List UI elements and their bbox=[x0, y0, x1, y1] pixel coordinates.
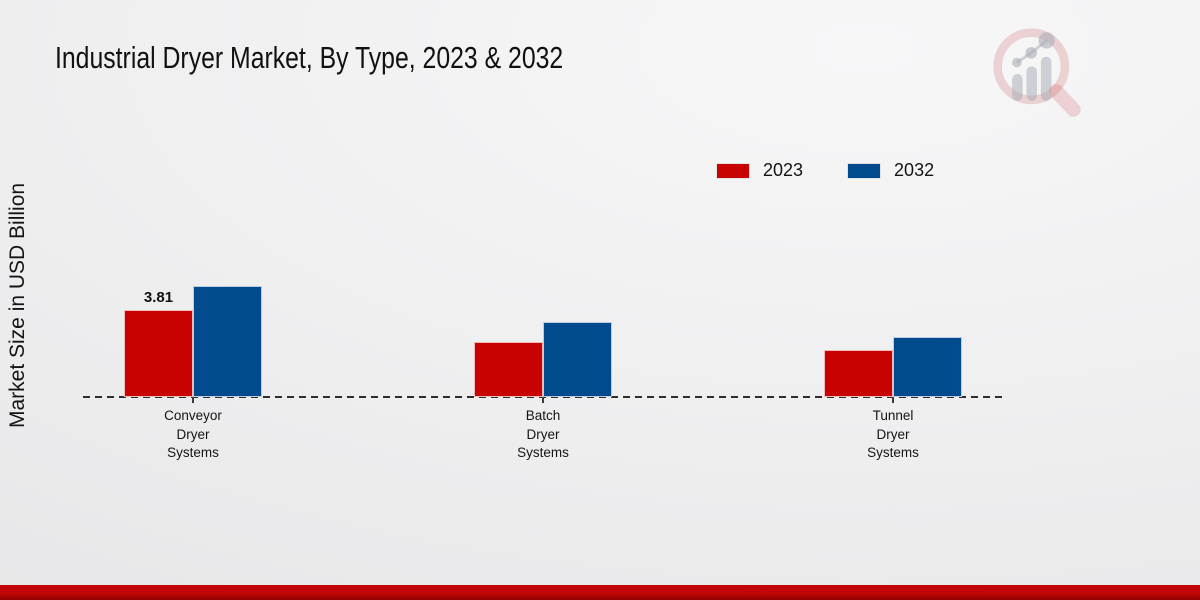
x-axis-label-conveyor-dryer-systems: Conveyor Dryer Systems bbox=[164, 408, 222, 460]
x-axis-tick-conveyor-dryer-systems bbox=[192, 397, 194, 403]
footer-accent-band bbox=[0, 585, 1200, 600]
chart-title: Industrial Dryer Market, By Type, 2023 &… bbox=[55, 40, 564, 75]
bar-value-label-2023: 3.81 bbox=[143, 289, 174, 306]
magnifier-bar-chart-watermark-icon bbox=[993, 28, 1081, 117]
legend: 2023 2032 bbox=[716, 160, 934, 181]
x-axis-label-tunnel-dryer-systems: Tunnel Dryer Systems bbox=[867, 408, 919, 460]
legend-label-2032: 2032 bbox=[894, 160, 935, 180]
bar-2032-conveyor-dryer-systems bbox=[193, 286, 262, 397]
legend-item-2023: 2023 bbox=[716, 160, 803, 181]
x-axis-tick-batch-dryer-systems bbox=[542, 397, 544, 403]
bar-2032-batch-dryer-systems bbox=[543, 322, 612, 397]
bar-2023-conveyor-dryer-systems bbox=[124, 310, 193, 397]
bar-2023-batch-dryer-systems bbox=[474, 342, 543, 397]
legend-item-2032: 2032 bbox=[847, 160, 934, 181]
bar-2032-tunnel-dryer-systems bbox=[893, 337, 962, 397]
x-axis-tick-tunnel-dryer-systems bbox=[892, 397, 894, 403]
x-axis-label-batch-dryer-systems: Batch Dryer Systems bbox=[517, 408, 569, 460]
x-axis-baseline bbox=[83, 396, 1007, 398]
bar-2023-tunnel-dryer-systems bbox=[824, 350, 893, 397]
legend-label-2023: 2023 bbox=[763, 160, 804, 180]
legend-swatch-2032 bbox=[847, 162, 882, 179]
legend-swatch-2023 bbox=[716, 162, 750, 179]
